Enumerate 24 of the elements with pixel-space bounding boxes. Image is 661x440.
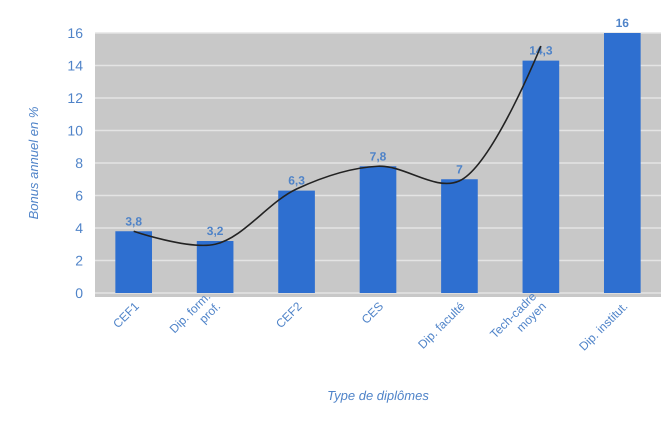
y-tick-label: 14 bbox=[67, 58, 84, 74]
y-tick-label: 12 bbox=[67, 90, 84, 106]
bar bbox=[360, 166, 396, 293]
data-label: 7 bbox=[456, 162, 464, 176]
data-label: 7,8 bbox=[370, 149, 387, 164]
data-label: 16 bbox=[616, 16, 630, 30]
data-label: 3,8 bbox=[125, 214, 142, 228]
bar bbox=[441, 179, 478, 293]
y-tick-label: 0 bbox=[75, 285, 84, 301]
bar bbox=[522, 60, 560, 293]
x-axis-title: Type de diplômes bbox=[327, 388, 430, 403]
y-tick-label: 6 bbox=[75, 188, 84, 204]
y-tick-label: 4 bbox=[75, 220, 84, 236]
bar bbox=[115, 231, 152, 293]
bar bbox=[604, 33, 641, 293]
bar bbox=[278, 190, 315, 293]
y-tick-label: 10 bbox=[67, 122, 84, 138]
y-axis-title: Bonus annuel en % bbox=[26, 106, 41, 220]
data-label: 6,3 bbox=[288, 174, 306, 188]
y-tick-label: 16 bbox=[67, 25, 84, 41]
bar bbox=[196, 241, 234, 293]
y-tick-label: 2 bbox=[75, 252, 84, 268]
y-tick-label: 8 bbox=[75, 155, 84, 171]
data-label: 3,2 bbox=[206, 224, 224, 238]
